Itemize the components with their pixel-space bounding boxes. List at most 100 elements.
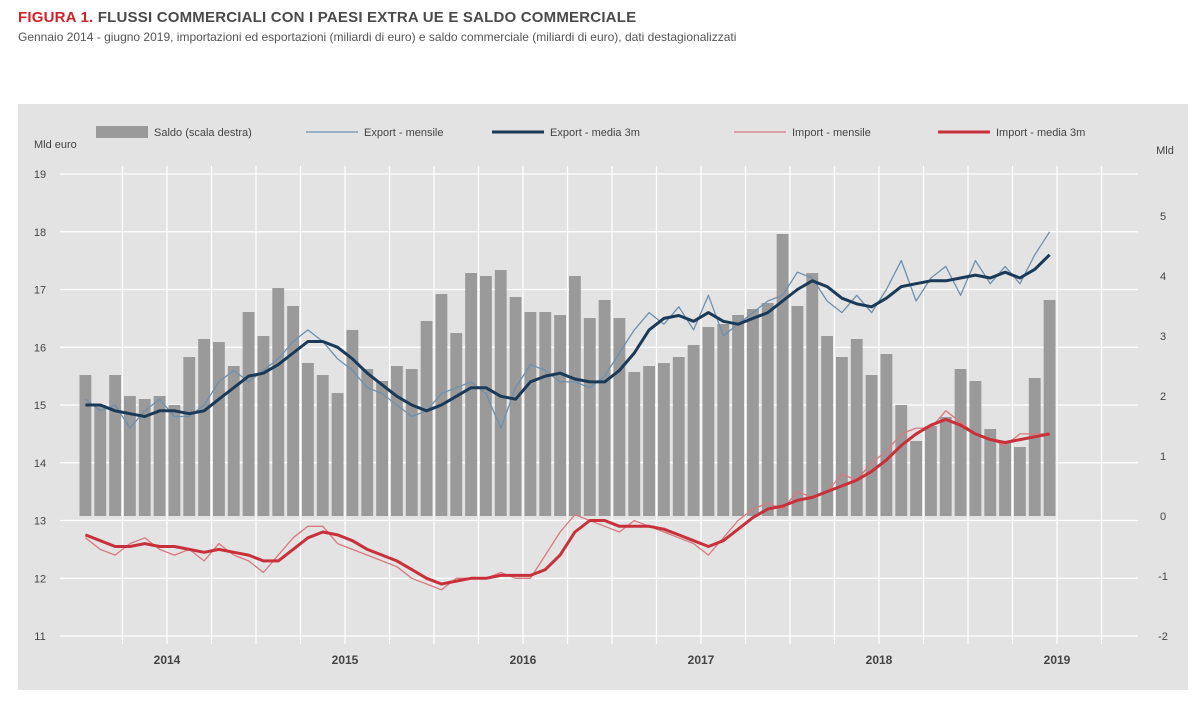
y-left-tick-label: 12 [34,573,46,585]
figure-title: FIGURA 1. FLUSSI COMMERCIALI CON I PAESI… [18,8,1183,28]
y-left-tick-label: 11 [34,631,45,643]
balance-bar [465,273,477,516]
balance-bar [94,405,107,516]
y-left-tick-label: 17 [34,285,46,297]
x-tick-label: 2018 [866,653,893,667]
balance-bar [672,357,685,516]
chart-panel: 11 12 13 14 15 16 17 18 19 Mld euro -2 -1 0 1 2 3 4 5 Mld 2… [18,104,1188,690]
balance-bar [509,297,522,516]
balance-bar [405,369,418,516]
balance-bar [124,396,136,516]
export-monthly-line [85,231,1051,429]
y-right-tick-label: 5 [1160,211,1166,223]
balance-bar [554,315,566,516]
balance-bar [539,312,552,516]
balance-bar [287,306,299,516]
figure-subtitle: Gennaio 2014 - giugno 2019, importazioni… [18,30,737,44]
balance-bar [361,369,374,516]
balance-bar [939,417,952,516]
balance-bar [687,345,700,516]
balance-bar [643,366,655,516]
figure-title-text: FLUSSI COMMERCIALI CON I PAESI EXTRA UE … [97,9,637,26]
balance-bar [791,306,804,516]
balance-bar [658,363,670,516]
legend-label: Export - media 3m [550,127,640,139]
balance-bar [480,276,492,516]
y-left-tick-label: 15 [34,400,46,412]
balance-bar [717,324,730,516]
balance-bar [109,375,121,516]
balance-bar [583,318,596,516]
balance-bar [302,363,314,516]
balance-bar [213,342,225,516]
balance-bar [569,276,581,516]
balance-bar [242,312,255,516]
balance-bar [272,288,285,516]
balance-bar [1043,300,1056,516]
balance-bar [346,330,359,516]
balance-bar [761,303,774,516]
balance-bar [331,393,344,516]
balance-bar [153,396,166,516]
balance-bar [732,315,744,516]
y-right-tick-label: -2 [1158,631,1168,643]
balance-bar [954,369,967,516]
balance-bar [198,339,210,516]
balance-bar [168,405,181,516]
balance-bar [183,357,196,516]
balance-bars [79,234,1056,516]
x-tick-label: 2014 [154,653,181,667]
balance-bar [1014,447,1026,516]
balance-bar [391,366,403,516]
balance-bar [524,312,537,516]
balance-bar [227,366,240,516]
y-right-unit-label: Mld [1156,145,1174,157]
y-left-tick-label: 18 [34,227,46,239]
balance-bar [806,273,819,516]
balance-bar [316,375,329,516]
balance-bar [257,336,270,516]
balance-bar [376,381,388,516]
balance-bar [925,426,937,516]
balance-bar [628,372,641,516]
y-right-tick-label: 0 [1160,511,1166,523]
import-3m-line [84,417,1050,586]
import-monthly-line [85,410,1050,591]
balance-bar [895,405,908,516]
legend: Saldo (scala destra) Export - mensile Expo… [96,126,1085,139]
x-tick-label: 2017 [688,653,715,667]
y-right-tick-label: 3 [1160,331,1166,343]
legend-label: Import - media 3m [996,127,1085,139]
legend-label: Export - mensile [364,127,443,139]
trade-lines [84,231,1051,591]
balance-bar [910,441,922,516]
y-left-tick-label: 16 [34,342,46,354]
figure-label: FIGURA 1. [18,9,94,26]
y-left-unit-label: Mld euro [34,139,77,151]
balance-bar [969,381,982,516]
figure-header: FIGURA 1. FLUSSI COMMERCIALI CON I PAESI… [18,8,1183,46]
y-left-tick-label: 14 [34,458,46,470]
balance-bar [776,234,789,516]
y-right-tick-label: 1 [1160,451,1166,463]
balance-bar [79,375,92,516]
balance-bar [821,336,833,516]
balance-bar [747,309,759,516]
balance-bar [999,441,1011,516]
balance-bar [1028,378,1041,516]
balance-bar [836,357,848,516]
balance-bar [984,429,997,516]
balance-bar [420,321,433,516]
balance-bar [598,300,611,516]
balance-bar [865,375,878,516]
balance-bar [850,339,863,516]
balance-bar [494,270,507,516]
legend-swatch-balance [96,126,148,138]
legend-label: Saldo (scala destra) [154,127,252,139]
x-tick-label: 2016 [510,653,537,667]
balance-bar [880,354,893,516]
balance-bar [702,327,715,516]
y-left-tick-label: 13 [34,516,46,528]
